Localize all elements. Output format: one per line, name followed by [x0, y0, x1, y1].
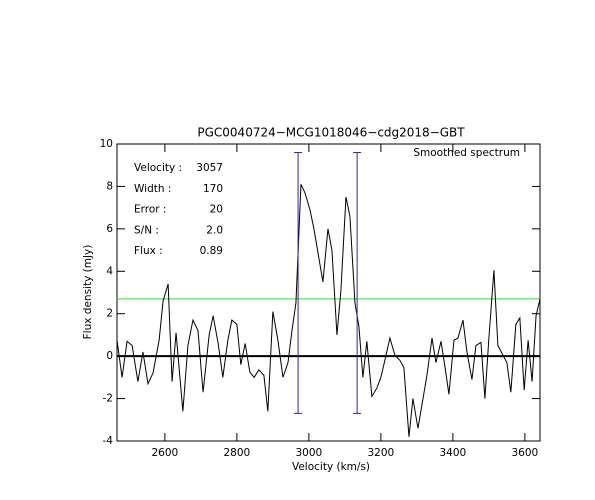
- x-tick-label: 3400: [440, 447, 467, 459]
- y-tick-label: 2: [106, 308, 113, 320]
- y-tick-label: -2: [103, 393, 113, 405]
- chart-title: PGC0040724−MCG1018046−cdg2018−GBT: [197, 126, 465, 140]
- stat-value: 2.0: [206, 224, 223, 236]
- x-axis-label: Velocity (km/s): [292, 461, 370, 473]
- stat-value: 20: [210, 204, 223, 216]
- y-tick-label: 8: [106, 180, 113, 192]
- stat-label: Velocity :: [134, 162, 182, 174]
- plot-frame: [116, 143, 541, 442]
- y-tick-label: 0: [106, 350, 113, 362]
- y-tick-label: 4: [106, 265, 113, 277]
- stat-label: Error :: [134, 204, 166, 216]
- stat-label: Flux :: [134, 245, 163, 257]
- stat-value: 0.89: [200, 245, 223, 257]
- y-axis-label: Flux density (mJy): [82, 245, 94, 340]
- y-tick-label: 6: [106, 223, 113, 235]
- x-tick-label: 3200: [368, 447, 395, 459]
- y-tick-label: -4: [103, 435, 114, 447]
- x-tick-label: 2600: [152, 447, 179, 459]
- stat-value: 170: [203, 183, 223, 195]
- x-tick-label: 3600: [512, 447, 539, 459]
- stat-label: Width :: [134, 183, 171, 195]
- y-tick-label: 10: [100, 138, 113, 150]
- stat-label: S/N :: [134, 224, 159, 236]
- spectrum-line: [116, 184, 541, 437]
- stat-value: 3057: [196, 162, 223, 174]
- x-tick-label: 3000: [296, 447, 323, 459]
- legend-label: Smoothed spectrum: [413, 147, 520, 159]
- x-tick-label: 2800: [224, 447, 251, 459]
